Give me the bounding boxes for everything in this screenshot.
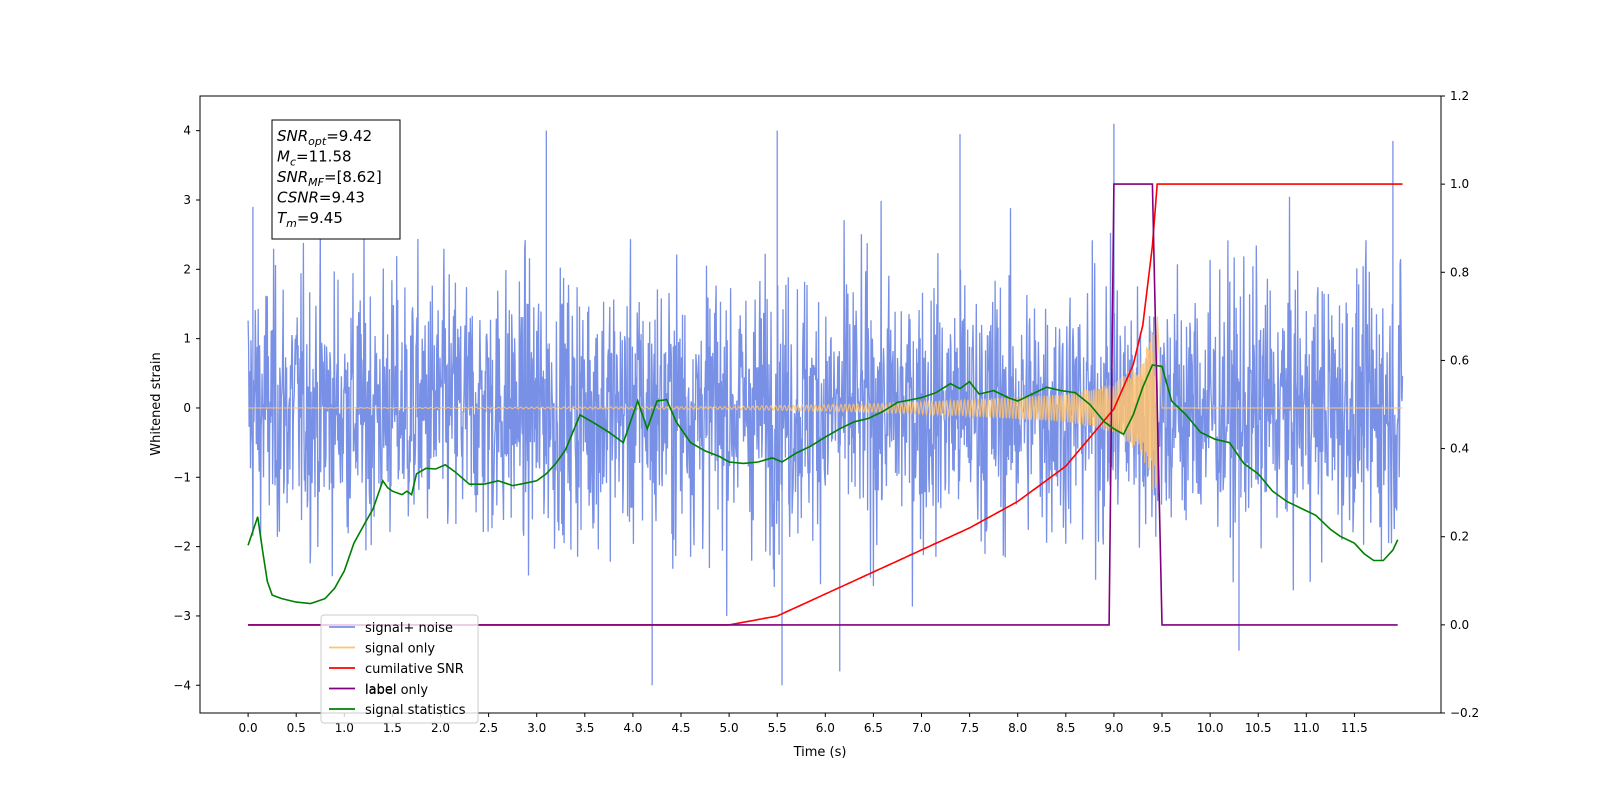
x-tick-label: 7.5 xyxy=(960,721,979,735)
y2-tick-label: 0.0 xyxy=(1450,618,1469,632)
y-tick-label: 1 xyxy=(183,332,191,346)
y-tick-label: −2 xyxy=(173,540,191,554)
y-axis-label: Whitened strain xyxy=(149,352,164,455)
x-tick-label: 6.5 xyxy=(864,721,883,735)
legend-label: signal+ noise xyxy=(365,621,453,636)
legend-frame xyxy=(320,614,479,724)
plot-area xyxy=(247,123,1404,686)
x-tick-label: 1.0 xyxy=(335,721,354,735)
y2-tick-label: −0.2 xyxy=(1450,706,1479,720)
legend-label: signal only xyxy=(365,642,435,657)
y-tick-label: −1 xyxy=(173,470,191,484)
legend-hidden-text: label only xyxy=(365,683,428,698)
annotation-line: Mc=11.58 xyxy=(277,148,352,169)
x-tick-label: 0.5 xyxy=(287,721,306,735)
x-tick-label: 9.5 xyxy=(1152,721,1171,735)
x-tick-label: 3.5 xyxy=(575,721,594,735)
y2-tick-label: 0.4 xyxy=(1450,442,1469,456)
annotation-line: SNRMF=[8.62] xyxy=(277,168,382,189)
x-tick-label: 5.0 xyxy=(720,721,739,735)
x-tick-label: 10.0 xyxy=(1197,721,1224,735)
y-axis-right: −0.2 0.0 0.2 0.4 0.6 0.8 1.0 1.2 xyxy=(1441,89,1479,720)
x-tick-label: 9.0 xyxy=(1104,721,1123,735)
y-tick-label: 2 xyxy=(183,262,191,276)
x-tick-label: 11.0 xyxy=(1293,721,1320,735)
x-tick-label: 8.5 xyxy=(1056,721,1075,735)
x-tick-label: 3.0 xyxy=(527,721,546,735)
y-tick-label: 4 xyxy=(183,124,191,138)
y-tick-label: 0 xyxy=(183,401,191,415)
x-axis-label: Time (s) xyxy=(793,745,847,760)
legend-label: signal statistics xyxy=(365,703,466,718)
signal-only-series xyxy=(248,316,1403,490)
annotation-line: Tm=9.45 xyxy=(277,209,343,230)
signal-statistics-line xyxy=(247,364,1399,605)
signal-noise-series xyxy=(247,123,1404,686)
axes-frame xyxy=(199,95,1442,714)
x-tick-label: 5.5 xyxy=(768,721,787,735)
x-tick-label: 10.5 xyxy=(1245,721,1272,735)
y-tick-label: 3 xyxy=(183,193,191,207)
x-tick-label: 8.0 xyxy=(1008,721,1027,735)
x-tick-label: 11.5 xyxy=(1341,721,1368,735)
y-tick-label: −3 xyxy=(173,609,191,623)
x-tick-label: 6.0 xyxy=(816,721,835,735)
x-tick-label: 7.0 xyxy=(912,721,931,735)
signal-noise-line xyxy=(247,196,1404,617)
legend-label: label xyxy=(365,683,396,698)
y2-tick-label: 1.0 xyxy=(1450,177,1469,191)
y2-tick-label: 1.2 xyxy=(1450,89,1469,103)
legend-label: cumilative SNR xyxy=(365,662,464,677)
annotation-line: SNRopt=9.42 xyxy=(277,127,372,148)
legend: label only signal+ noise signal only cumila… xyxy=(320,614,479,724)
label-line xyxy=(248,183,1398,626)
y2-tick-label: 0.8 xyxy=(1450,265,1469,279)
y2-tick-label: 0.6 xyxy=(1450,353,1469,367)
y-axis-left: −4 −3 −2 −1 0 1 2 3 4 xyxy=(173,124,200,692)
x-tick-label: 2.5 xyxy=(479,721,498,735)
overlay-series xyxy=(247,183,1403,626)
annotation-frame xyxy=(271,119,401,240)
annotation-line: CSNR=9.43 xyxy=(277,189,365,207)
x-tick-label: 1.5 xyxy=(383,721,402,735)
x-tick-label: 0.0 xyxy=(239,721,258,735)
cumilative-snr-line xyxy=(248,183,1403,626)
x-tick-label: 2.0 xyxy=(431,721,450,735)
x-tick-label: 4.0 xyxy=(623,721,642,735)
signal-only-line xyxy=(248,316,1403,490)
y-tick-label: −4 xyxy=(173,678,191,692)
x-axis: 0.0 0.5 1.0 1.5 2.0 2.5 3.0 3.5 4.0 4.5 5.0 5.5 6.0 6… xyxy=(239,713,1368,735)
x-tick-label: 4.5 xyxy=(671,721,690,735)
y2-tick-label: 0.2 xyxy=(1450,530,1469,544)
parameter-annotation-box: SNRopt=9.42Mc=11.58SNRMF=[8.62]CSNR=9.43… xyxy=(271,119,401,240)
